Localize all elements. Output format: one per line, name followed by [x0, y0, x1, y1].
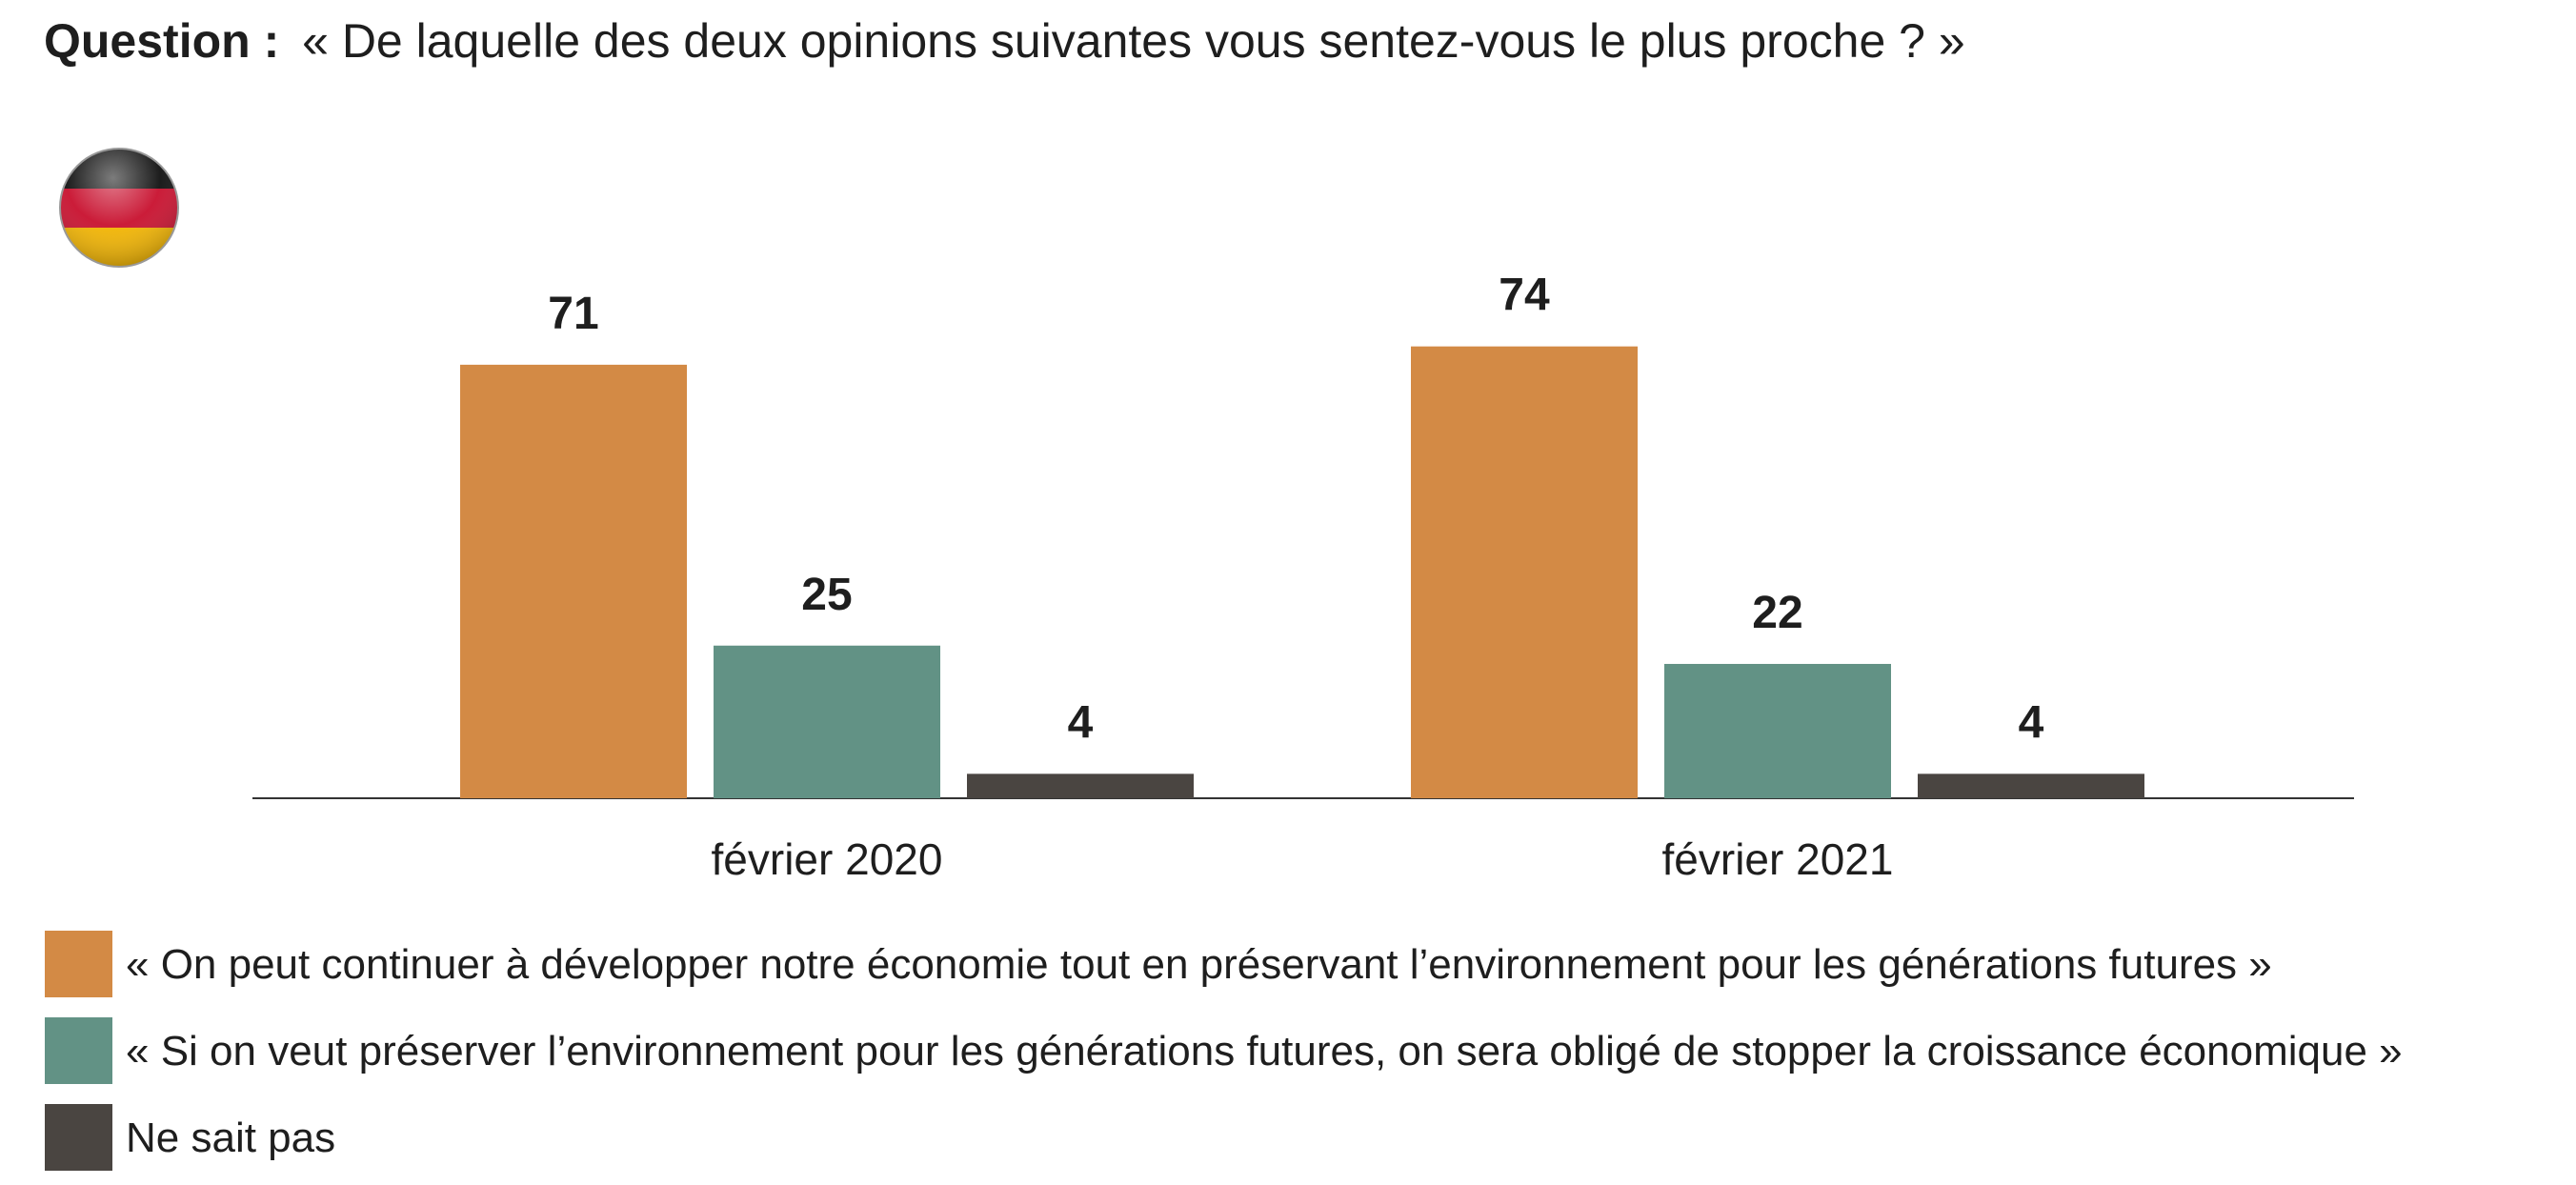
title-label: Question :: [44, 14, 279, 68]
value-label: 4: [2019, 697, 2044, 748]
value-label: 22: [1752, 588, 1802, 638]
title-text: « De laquelle des deux opinions suivante…: [302, 14, 1965, 68]
bar: [714, 645, 940, 798]
value-label: 25: [801, 570, 852, 620]
value-label: 4: [1068, 697, 1094, 748]
value-label: 74: [1499, 271, 1550, 321]
bar: [967, 773, 1194, 798]
x-tick-label: février 2021: [1662, 834, 1894, 884]
bar: [1664, 663, 1891, 798]
legend-label: « On peut continuer à développer notre é…: [126, 941, 2272, 988]
legend-label: Ne sait pas: [126, 1115, 335, 1161]
legend-swatch: [45, 1104, 112, 1171]
flag-border: [59, 148, 179, 268]
legend-label: « Si on veut préserver l’environnement p…: [126, 1028, 2403, 1075]
value-label: 71: [548, 289, 598, 339]
bar: [1918, 773, 2144, 798]
bar: [1411, 346, 1638, 798]
chart-title: Question : « De laquelle des deux opinio…: [44, 14, 1965, 68]
x-tick-label: février 2020: [712, 834, 943, 884]
legend-swatch: [45, 931, 112, 997]
bar: [460, 364, 687, 798]
legend-swatch: [45, 1017, 112, 1084]
